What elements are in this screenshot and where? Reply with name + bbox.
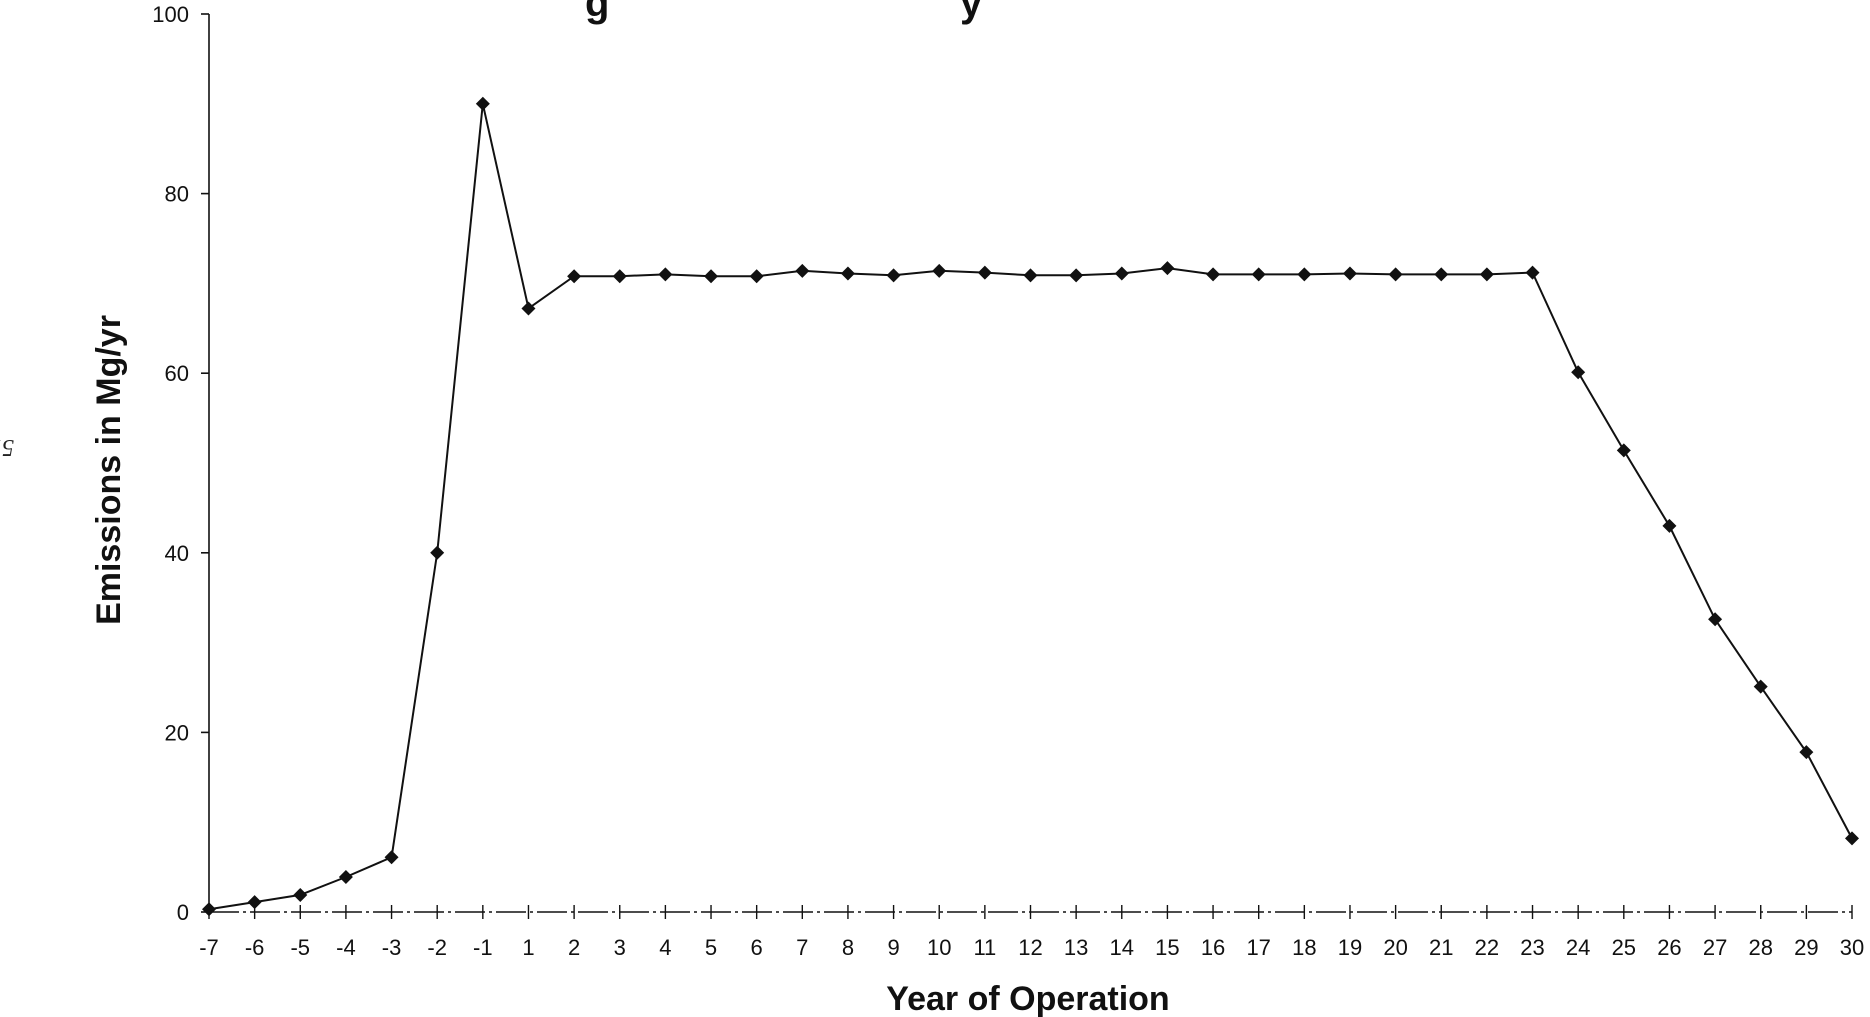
data-point-marker [1845, 831, 1859, 846]
data-point-marker [1753, 679, 1768, 694]
data-point-marker [658, 267, 673, 282]
x-tick-label: 7 [796, 935, 808, 960]
data-point-marker [1662, 518, 1677, 533]
data-point-marker [932, 263, 947, 278]
y-tick-label: 0 [177, 900, 189, 925]
x-tick-label: 27 [1703, 935, 1727, 960]
data-point-marker [795, 263, 810, 278]
x-tick-label: 18 [1292, 935, 1316, 960]
x-tick-label: -7 [199, 935, 219, 960]
x-tick-label: 13 [1064, 935, 1088, 960]
data-point-marker [475, 96, 490, 111]
x-tick-label: -6 [245, 935, 265, 960]
x-tick-label: 15 [1155, 935, 1179, 960]
data-point-marker [1708, 612, 1723, 627]
x-tick-label: -4 [336, 935, 356, 960]
data-point-marker [1571, 365, 1586, 380]
page-number-note: 57 [0, 434, 14, 460]
x-tick-label: 26 [1657, 935, 1681, 960]
data-point-marker [1616, 443, 1631, 458]
x-tick-label: 24 [1566, 935, 1590, 960]
x-tick-label: 20 [1383, 935, 1407, 960]
data-point-marker [749, 269, 764, 284]
x-tick-label: 22 [1475, 935, 1499, 960]
x-axis-title: Year of Operation [886, 980, 1169, 1017]
x-tick-label: 16 [1201, 935, 1225, 960]
data-point-marker [977, 265, 992, 280]
y-axis-title: Emissions in Mg/yr [90, 315, 128, 625]
data-point-marker [1297, 267, 1312, 282]
data-point-marker [1160, 261, 1175, 276]
x-tick-label: 4 [659, 935, 671, 960]
data-point-marker [1388, 267, 1403, 282]
x-tick-label: 11 [973, 935, 996, 960]
series-line [208, 103, 1853, 911]
data-point-marker [1069, 268, 1084, 283]
data-point-marker [247, 895, 262, 910]
y-tick-label: 20 [165, 720, 189, 745]
data-point-marker [1206, 267, 1221, 282]
x-tick-label: -5 [290, 935, 310, 960]
data-point-marker [521, 301, 536, 316]
data-point-marker [1525, 265, 1540, 280]
data-point-marker [567, 269, 582, 284]
data-point-marker [1342, 266, 1357, 281]
data-point-marker [840, 266, 855, 281]
x-tick-label: 30 [1840, 935, 1864, 960]
x-tick-label: 2 [568, 935, 580, 960]
data-point-marker [384, 850, 399, 865]
data-point-marker [1023, 268, 1038, 283]
x-tick-label: 21 [1429, 935, 1453, 960]
x-tick-label: 28 [1748, 935, 1772, 960]
x-tick-label: 19 [1338, 935, 1362, 960]
data-point-marker [1799, 745, 1814, 760]
data-point-marker [338, 869, 353, 884]
data-point-marker [1479, 267, 1494, 282]
x-tick-label: 12 [1018, 935, 1042, 960]
data-point-marker [1251, 267, 1266, 282]
y-tick-label: 80 [165, 182, 189, 207]
data-point-marker [1114, 266, 1129, 281]
x-tick-label: -3 [382, 935, 402, 960]
data-point-marker [202, 902, 216, 917]
data-point-marker [612, 269, 627, 284]
data-point-marker [886, 268, 901, 283]
title-fragment-2: y [960, 0, 983, 25]
x-axis-ticks: -7 -6 -5 -4 -3 -2 -1 1 2 3 4 5 6 7 8 9 10 11 12 13 14 15 16 17 1… [199, 905, 1864, 960]
data-point-marker [1434, 267, 1449, 282]
x-tick-label: 17 [1246, 935, 1270, 960]
data-point-marker [293, 887, 308, 902]
x-tick-label: 29 [1794, 935, 1818, 960]
x-tick-label: 8 [842, 935, 854, 960]
y-axis-ticks: 0 20 40 60 80 100 [152, 2, 209, 925]
axes [208, 14, 1852, 913]
x-tick-label: 25 [1612, 935, 1636, 960]
x-tick-label: -2 [427, 935, 447, 960]
x-tick-label: 1 [522, 935, 534, 960]
title-fragment-1: g [585, 0, 609, 25]
y-tick-label: 100 [152, 2, 189, 27]
x-tick-label: 6 [751, 935, 763, 960]
x-tick-label: 9 [887, 935, 899, 960]
x-tick-label: 23 [1520, 935, 1544, 960]
series-group [202, 96, 1859, 917]
x-tick-label: 5 [705, 935, 717, 960]
y-tick-label: 60 [165, 361, 189, 386]
x-tick-label: -1 [473, 935, 493, 960]
y-tick-label: 40 [165, 541, 189, 566]
data-point-marker [430, 545, 445, 560]
x-tick-label: 14 [1110, 935, 1134, 960]
x-tick-label: 3 [614, 935, 626, 960]
x-tick-label: 10 [927, 935, 951, 960]
data-point-marker [704, 269, 719, 284]
